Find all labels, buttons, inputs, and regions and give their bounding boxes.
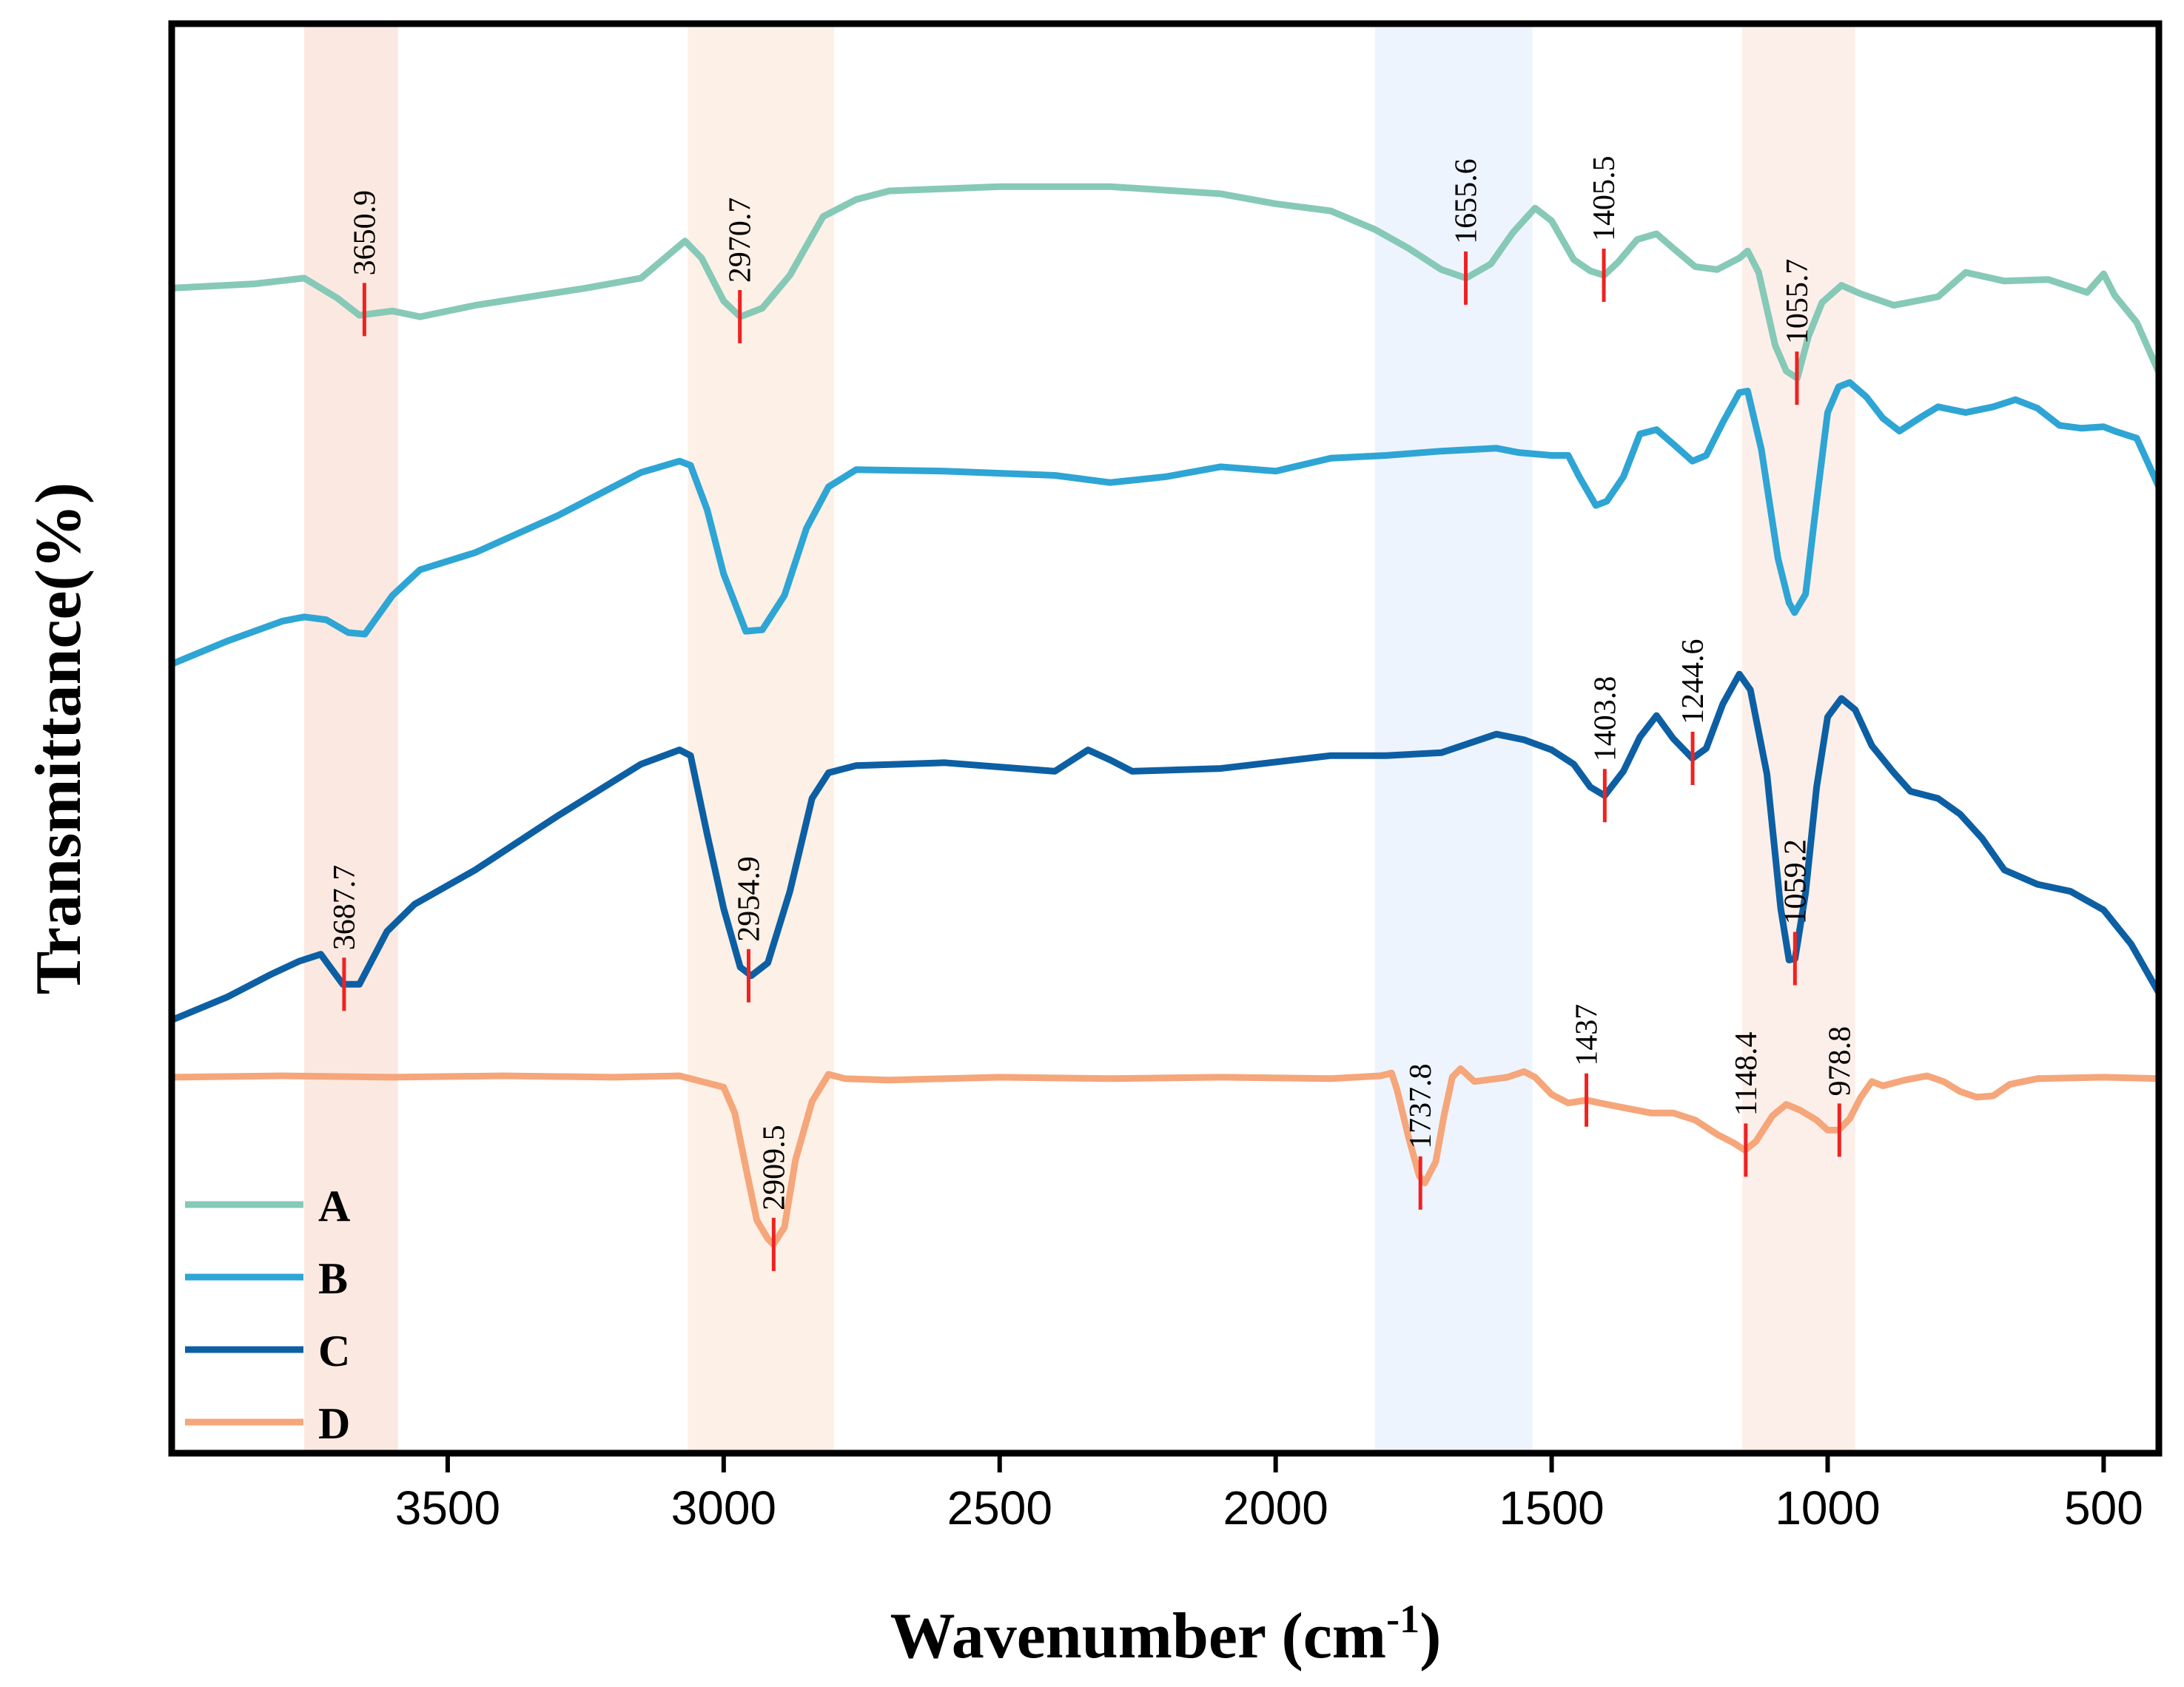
peak-label-3687-7: 3687.7: [328, 865, 362, 951]
peak-label-1055-7: 1055.7: [1781, 259, 1815, 345]
peak-labels: 3650.9 2970.7 1655.6 1405.5 1055.7 3687.7 2954…: [328, 156, 1857, 1210]
x-tick-label-2500: 2500: [947, 1481, 1052, 1535]
x-tick-label-2000: 2000: [1223, 1481, 1328, 1535]
legend-label-c: C: [318, 1327, 350, 1375]
x-axis-title-close: ): [1419, 1600, 1441, 1672]
legend-label-b: B: [318, 1254, 348, 1303]
peak-label-3650-9: 3650.9: [348, 190, 382, 276]
peak-label-1244-6: 1244.6: [1676, 639, 1710, 725]
peak-label-2909-5: 2909.5: [757, 1125, 791, 1210]
peak-markers: [342, 249, 1841, 1271]
x-tick-label-3000: 3000: [671, 1481, 776, 1535]
series-c-line: [168, 670, 2163, 1024]
plot-frame: [168, 20, 2163, 1457]
peak-label-1655-6: 1655.6: [1450, 158, 1484, 244]
peak-label-1148-4: 1148.4: [1730, 1031, 1764, 1116]
peak-label-1403-8: 1403.8: [1588, 676, 1622, 762]
peak-label-1437: 1437: [1570, 1004, 1605, 1066]
series-a-line: [168, 183, 2163, 382]
legend-label-a: A: [318, 1182, 350, 1230]
highlight-band-1: [304, 24, 398, 1453]
peak-label-1737-8: 1737.8: [1404, 1063, 1438, 1149]
x-axis-title-main: Wavenumber (cm: [890, 1600, 1387, 1672]
x-tick-label-3500: 3500: [395, 1481, 500, 1535]
legend-label-d: D: [318, 1399, 350, 1448]
x-tick-label-500: 500: [2064, 1481, 2143, 1535]
x-tick-label-1000: 1000: [1775, 1481, 1880, 1535]
spectra-series: [168, 183, 2163, 1248]
highlight-band-2: [688, 24, 834, 1453]
peak-label-2954-9: 2954.9: [732, 856, 766, 942]
series-b-line: [168, 379, 2163, 667]
peak-label-1405-5: 1405.5: [1587, 156, 1622, 242]
x-axis-title-superscript: -1: [1386, 1597, 1419, 1641]
x-axis-title: Wavenumber (cm-1): [890, 1597, 1442, 1672]
peak-label-2970-7: 2970.7: [724, 198, 758, 283]
peak-label-1059-2: 1059.2: [1778, 839, 1812, 925]
y-axis-title: Transmittance(%): [23, 482, 95, 994]
x-tick-label-1500: 1500: [1499, 1481, 1604, 1535]
peak-label-978-8: 978.8: [1823, 1026, 1857, 1097]
series-d-line: [168, 1065, 2163, 1248]
x-axis-ticks: 3500 3000 2500 2000 1500 1000 500: [395, 1453, 2143, 1535]
